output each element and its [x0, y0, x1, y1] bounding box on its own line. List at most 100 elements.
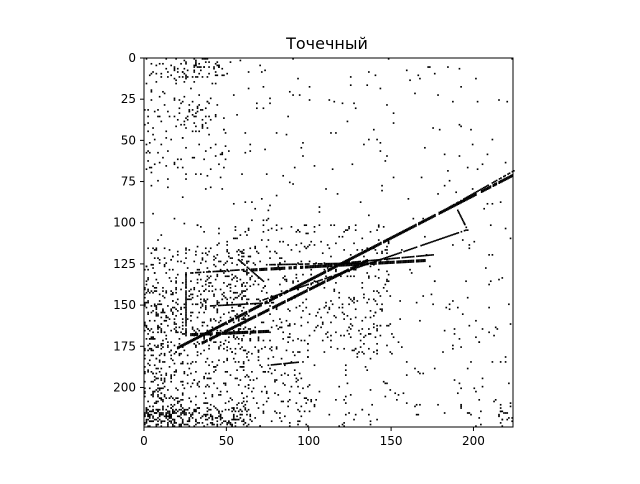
data-pixel [399, 261, 402, 264]
data-pixel [147, 418, 149, 421]
data-pixel [442, 351, 444, 353]
data-pixel [282, 277, 285, 279]
data-pixel [148, 347, 151, 350]
data-pixel [338, 296, 341, 299]
data-pixel [349, 323, 352, 325]
data-pixel [491, 361, 494, 363]
data-pixel [190, 87, 192, 90]
data-pixel [157, 151, 159, 154]
data-pixel [150, 394, 153, 396]
data-pixel [206, 410, 209, 413]
data-pixel [295, 263, 298, 266]
data-pixel [184, 342, 186, 345]
data-pixel [332, 275, 335, 278]
data-pixel [234, 425, 237, 427]
data-pixel [297, 385, 299, 388]
data-pixel [422, 372, 425, 375]
data-pixel [165, 291, 168, 294]
data-pixel [181, 333, 184, 335]
data-pixel [184, 344, 186, 346]
data-pixel [152, 417, 154, 419]
data-pixel [147, 277, 149, 279]
data-pixel [204, 115, 207, 118]
data-pixel [322, 282, 324, 285]
data-pixel [365, 250, 368, 253]
data-pixel [232, 310, 235, 312]
data-pixel [155, 81, 158, 83]
data-pixel [209, 168, 212, 171]
data-pixel [185, 300, 187, 302]
data-pixel [293, 369, 296, 371]
data-pixel [259, 364, 261, 367]
data-pixel [342, 272, 345, 274]
data-pixel [381, 308, 383, 311]
data-pixel [278, 263, 281, 266]
data-pixel [302, 310, 304, 312]
data-pixel [344, 262, 347, 264]
data-pixel [244, 290, 247, 292]
data-pixel [214, 257, 217, 259]
data-pixel [150, 72, 153, 75]
data-pixel [492, 183, 495, 186]
data-pixel [199, 332, 202, 335]
data-pixel [246, 272, 248, 274]
data-pixel [330, 265, 333, 268]
data-pixel [152, 310, 154, 312]
data-pixel [241, 296, 243, 299]
data-pixel [186, 374, 189, 376]
data-pixel [254, 303, 257, 306]
data-pixel [280, 321, 283, 324]
data-pixel [213, 293, 215, 296]
data-pixel [208, 344, 210, 347]
data-pixel [206, 174, 209, 177]
data-pixel [167, 71, 169, 73]
data-pixel [258, 304, 261, 306]
data-pixel [232, 408, 235, 411]
data-pixel [181, 361, 184, 363]
data-pixel [181, 196, 184, 199]
data-pixel [246, 331, 248, 334]
data-pixel [282, 400, 285, 403]
data-pixel [209, 282, 212, 284]
data-pixel [237, 361, 240, 363]
data-pixel [170, 293, 173, 296]
data-pixel [212, 328, 214, 330]
data-pixel [193, 379, 196, 381]
data-pixel [480, 423, 482, 426]
data-pixel [292, 297, 295, 299]
data-pixel [375, 259, 378, 261]
data-pixel [420, 255, 423, 257]
data-pixel [304, 266, 307, 269]
data-pixel [228, 336, 230, 339]
data-pixel [303, 397, 306, 399]
data-pixel [319, 282, 321, 285]
data-pixel [413, 224, 416, 227]
data-pixel [251, 420, 253, 423]
data-pixel [275, 267, 278, 269]
data-pixel [388, 237, 391, 239]
data-pixel [437, 403, 439, 406]
data-pixel [297, 379, 299, 381]
data-pixel [206, 339, 208, 341]
data-pixel [228, 255, 230, 258]
data-pixel [432, 216, 435, 218]
data-pixel [402, 392, 405, 395]
data-pixel [217, 326, 220, 329]
data-pixel [211, 82, 214, 85]
data-pixel [158, 397, 161, 399]
data-pixel [264, 301, 267, 303]
data-pixel [144, 109, 146, 111]
data-pixel [247, 375, 250, 378]
data-pixel [251, 275, 253, 278]
data-pixel [381, 189, 383, 192]
data-pixel [213, 306, 215, 309]
data-pixel [498, 178, 501, 180]
data-pixel [228, 321, 230, 324]
data-pixel [163, 296, 166, 299]
data-pixel [483, 189, 486, 192]
data-pixel [460, 403, 462, 406]
data-pixel [209, 318, 212, 320]
data-pixel [484, 267, 487, 269]
data-pixel [335, 316, 337, 319]
data-pixel [198, 143, 201, 146]
